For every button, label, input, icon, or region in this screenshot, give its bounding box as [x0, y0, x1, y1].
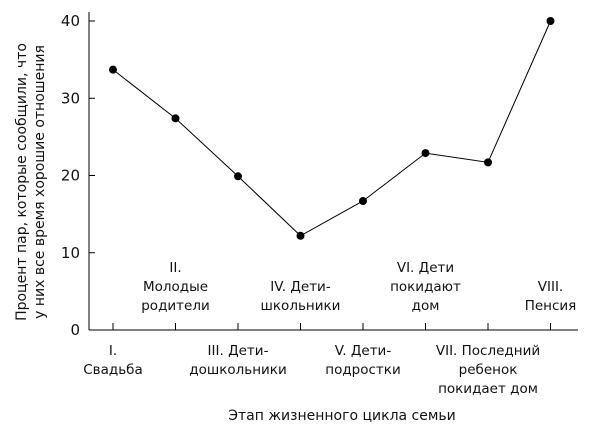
category-label-5-line-1: покидают [390, 279, 461, 295]
data-point-5 [421, 149, 430, 158]
category-label-0-line-0: I. [109, 343, 117, 359]
data-point-3 [296, 231, 305, 240]
y-axis-title-line-2: у них все время хорошие отношения [32, 45, 48, 319]
category-label-3-line-1: школьники [261, 298, 341, 314]
category-label-7-line-0: VIII. [538, 279, 563, 295]
category-label-1-line-1: Молодые [143, 279, 208, 295]
category-label-2-line-0: III. Дети- [208, 343, 269, 359]
y-tick-label-3: 30 [61, 89, 80, 107]
category-label-0-line-1: Свадьба [83, 362, 143, 378]
category-label-4-line-1: подростки [325, 362, 400, 378]
category-label-3-line-0: IV. Дети- [270, 279, 331, 295]
y-ticks: 0 10 20 30 40 [61, 12, 95, 339]
series-line [112, 20, 551, 237]
y-tick-label-4: 40 [61, 12, 80, 30]
category-label-1-line-2: родители [141, 298, 210, 314]
data-point-6 [484, 158, 492, 167]
y-axis-title: Процент пар, которые сообщили, что у них… [14, 43, 48, 321]
category-labels: I. Свадьба II. Молодые родители III. Дети-дош… [83, 260, 576, 397]
y-tick-label-2: 20 [61, 167, 80, 185]
x-axis [89, 323, 578, 331]
category-label-5-line-2: дом [412, 298, 440, 314]
category-label-5-line-0: VI. Дети [397, 260, 454, 276]
category-label-1-line-0: II. [169, 260, 181, 276]
category-label-0: I. Свадьба [83, 343, 143, 378]
category-label-5: VI. Дети покидают дом [390, 260, 461, 314]
category-label-7: VIII. Пенсия [525, 279, 577, 314]
category-label-7-line-1: Пенсия [525, 298, 577, 314]
y-tick-label-1: 10 [61, 244, 80, 262]
category-label-3: IV. Дети-школьники [261, 279, 341, 314]
category-label-6: VII. Последний ребенок покидает дом [436, 343, 540, 397]
category-label-2: III. Дети-дошкольники [189, 343, 286, 378]
y-tick-label-0: 0 [70, 321, 80, 339]
category-label-4: V. Дети-подростки [325, 343, 400, 378]
category-label-1: II. Молодые родители [141, 260, 210, 314]
series [109, 17, 555, 240]
category-label-6-line-0: VII. Последний [436, 343, 540, 359]
category-label-6-line-2: покидает дом [438, 381, 538, 397]
category-label-6-line-1: ребенок [459, 362, 518, 378]
data-point-7 [546, 17, 555, 25]
y-axis: 0 10 20 30 40 [61, 12, 95, 339]
data-point-1 [171, 114, 180, 123]
x-axis-title: Этап жизненного цикла семьи [228, 408, 456, 424]
x-ticks [112, 323, 551, 330]
data-point-2 [234, 172, 242, 181]
y-axis-title-line-1: Процент пар, которые сообщили, что [14, 43, 30, 321]
data-point-0 [109, 65, 117, 74]
category-label-2-line-1: дошкольники [189, 362, 286, 378]
category-label-4-line-0: V. Дети- [335, 343, 392, 359]
data-point-4 [359, 196, 367, 205]
